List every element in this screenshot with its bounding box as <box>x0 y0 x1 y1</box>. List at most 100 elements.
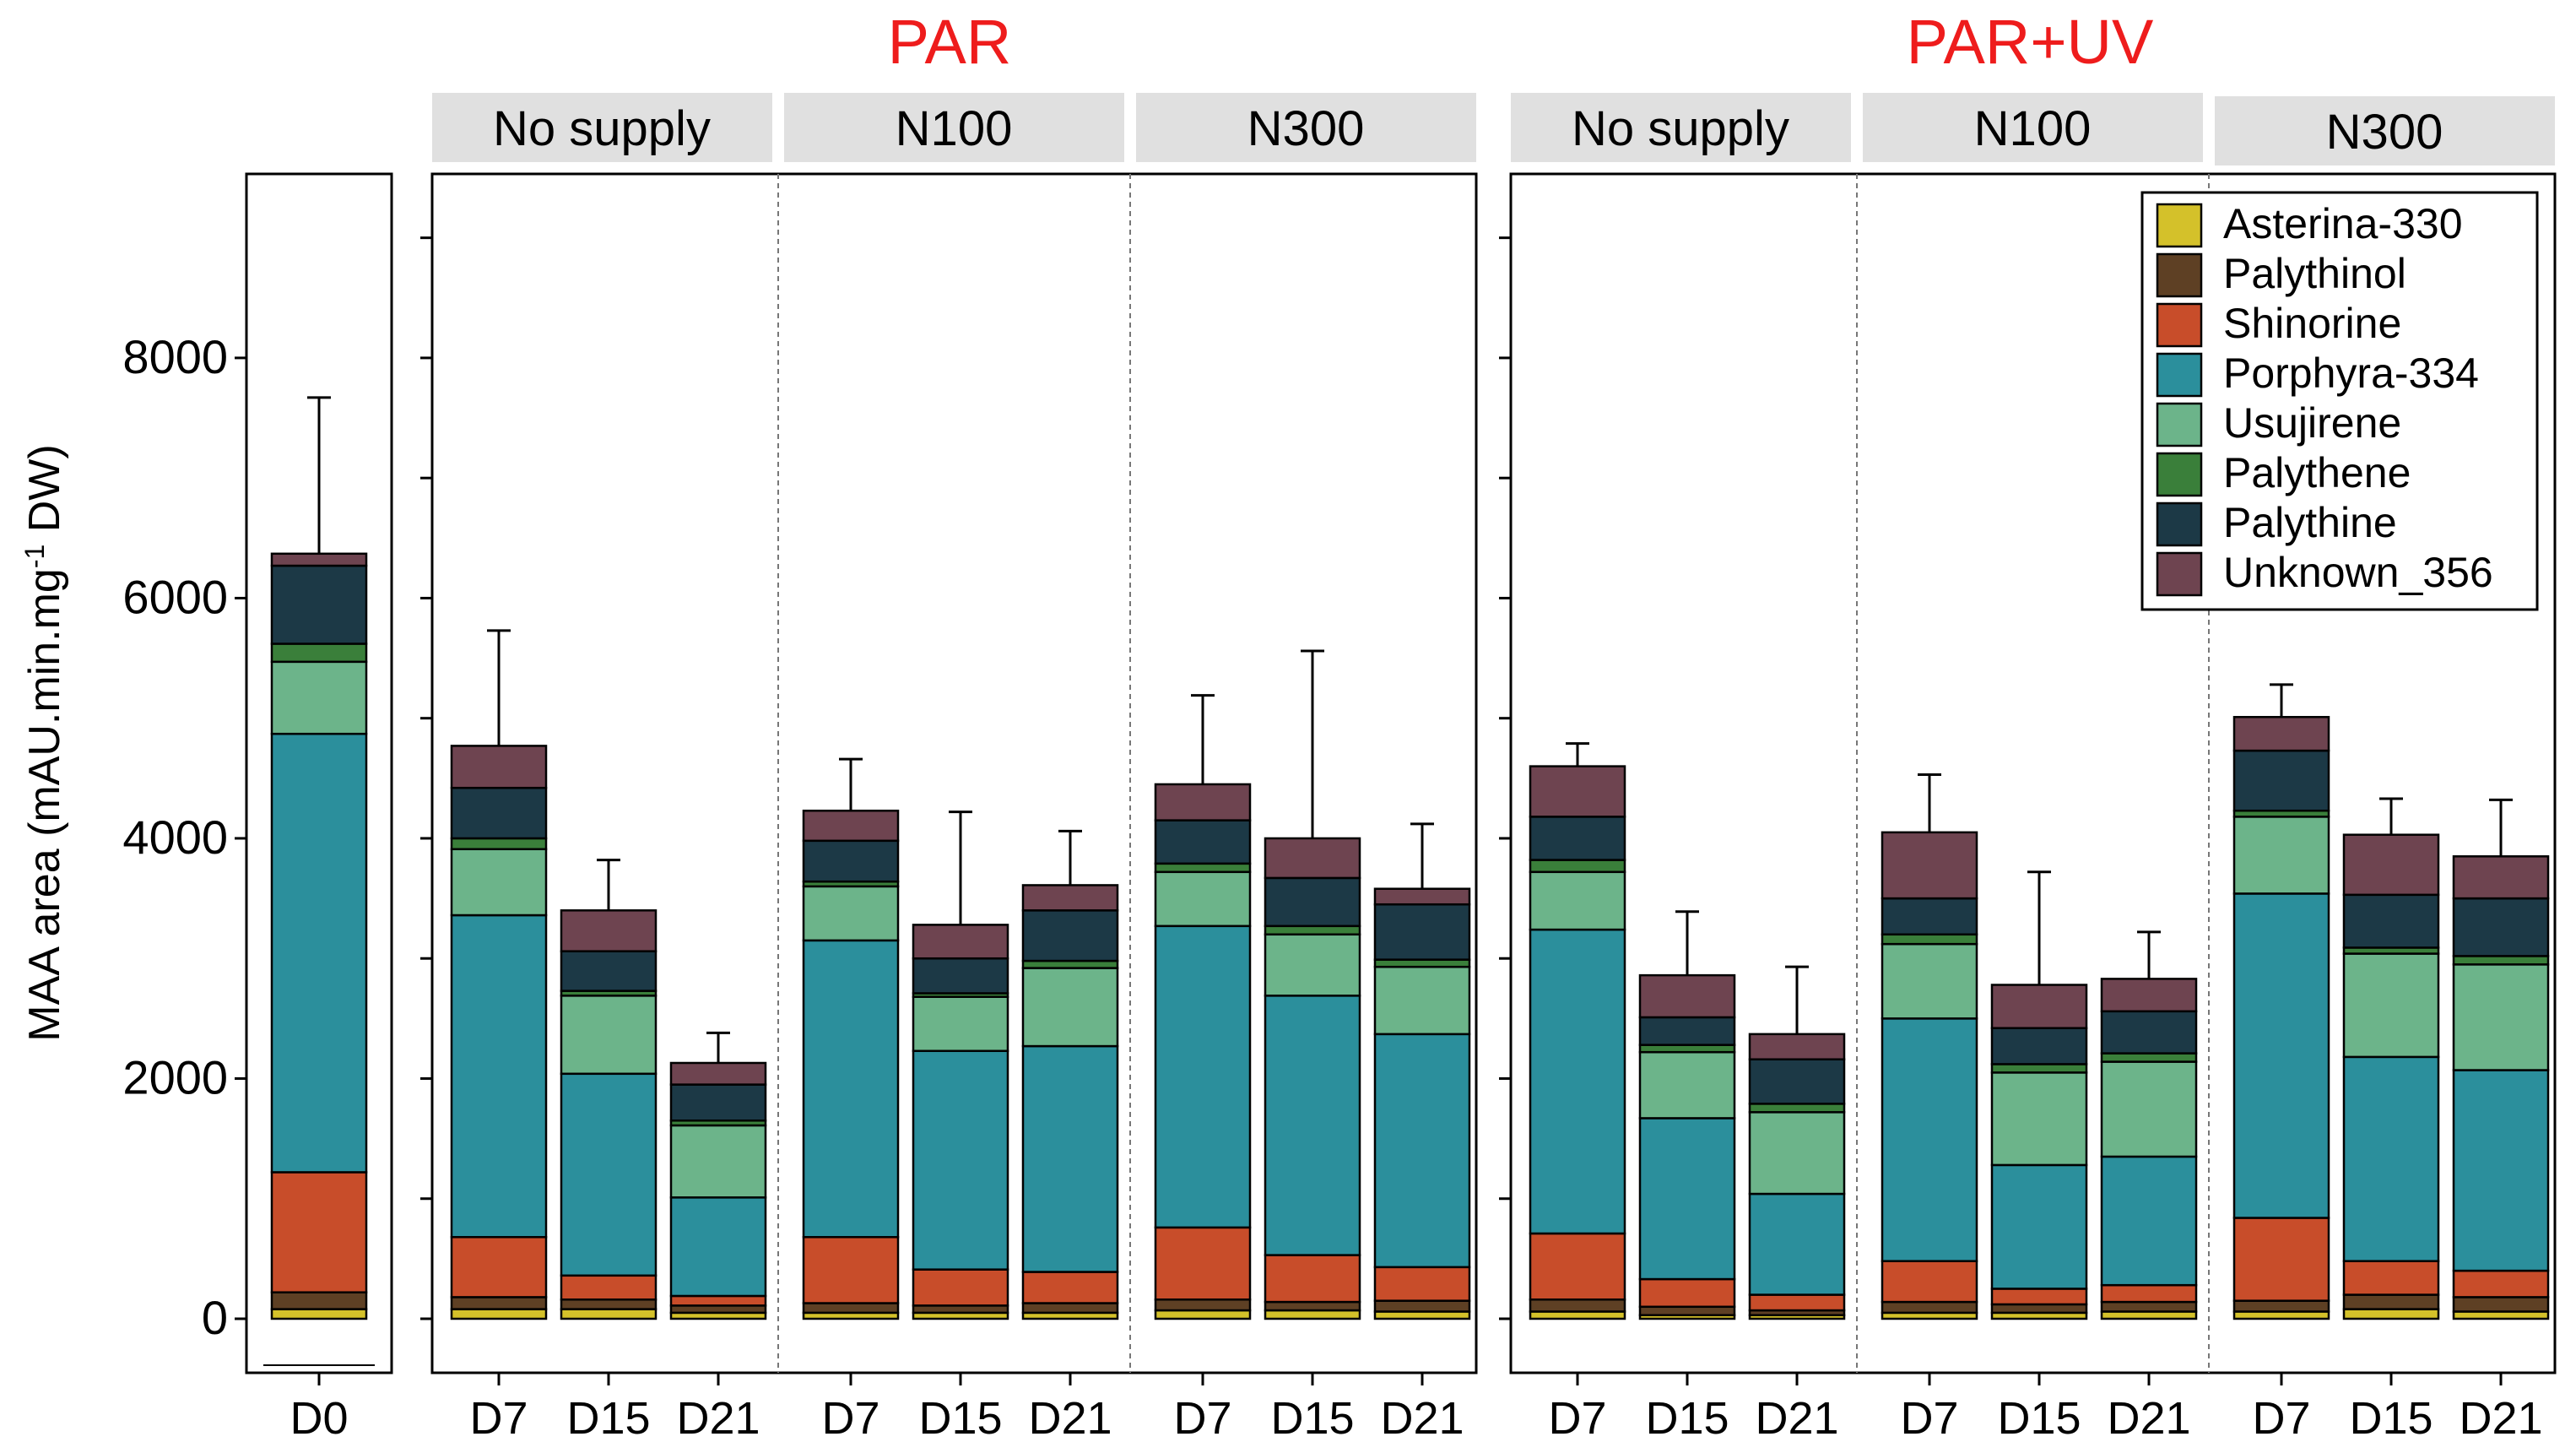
bar-D7-panel-6 <box>2232 683 2330 1320</box>
bar-D21-panel-5 <box>2100 930 2198 1320</box>
bar-segment-palythene <box>450 837 548 851</box>
bar-segment-palythinol <box>2100 1300 2198 1313</box>
bar-D21-panel-6 <box>2452 798 2550 1320</box>
bar-segment-unknown_356 <box>1021 884 1119 912</box>
bar-segment-palythine <box>1881 897 1978 936</box>
legend-label-palythene: Palythene <box>2223 449 2411 496</box>
bar-segment-palythene <box>1748 1103 1846 1114</box>
bar-segment-palythene <box>1881 933 1978 946</box>
legend-swatch-usujirene <box>2156 402 2203 447</box>
bar-segment-palythine <box>2232 749 2330 812</box>
bar-segment-usujirene <box>1638 1050 1736 1120</box>
bar-segment-asterina-330 <box>2232 1310 2330 1320</box>
bar-segment-palythine <box>270 564 368 645</box>
bar-segment-asterina-330 <box>1264 1309 1361 1320</box>
legend: Asterina-330PalythinolShinorinePorphyra-… <box>2140 191 2539 611</box>
x-tick-label-D21: D21 <box>676 1393 760 1444</box>
bar-segment-palythine <box>1990 1027 2088 1065</box>
bar-segment-palythene <box>1264 924 1361 936</box>
strip-label-par-n100: N100 <box>896 101 1013 156</box>
bar-segment-porphyra-334 <box>560 1072 658 1277</box>
bar-D0-panel-0 <box>270 396 368 1320</box>
bar-segment-palythene <box>1154 862 1252 874</box>
bar-D15-panel-3 <box>1264 649 1361 1320</box>
bar-segment-asterina-330 <box>2452 1310 2550 1320</box>
bar-segment-porphyra-334 <box>1748 1192 1846 1296</box>
group-title-par: PAR <box>888 7 1012 77</box>
strip-box-par-no-supply <box>432 93 772 162</box>
bar-segment-palythine <box>802 839 900 883</box>
bar-segment-shinorine <box>1021 1271 1119 1304</box>
bar-segment-unknown_356 <box>2452 855 2550 900</box>
bar-segment-usujirene <box>2232 816 2330 895</box>
bar-segment-unknown_356 <box>912 924 1009 960</box>
y-axis-label-tail: DW) <box>20 444 69 544</box>
group-title-par-uv: PAR+UV <box>1907 7 2154 77</box>
y-tick-label-8000: 8000 <box>122 330 228 383</box>
y-axis-label-superscript: -1 <box>19 545 50 568</box>
bar-segment-shinorine <box>560 1274 658 1301</box>
x-tick-label-D15: D15 <box>1997 1393 2081 1444</box>
x-tick-label-D21: D21 <box>1755 1393 1838 1444</box>
strip-label-par-n300: N300 <box>1247 101 1365 156</box>
y-axis-label: MAA area (mAU.min.mg-1 DW) <box>19 444 69 1041</box>
bar-segment-palythinol <box>1373 1299 1471 1313</box>
bar-segment-unknown_356 <box>2342 833 2440 897</box>
bar-segment-palythinol <box>1529 1298 1626 1313</box>
bar-segment-shinorine <box>1881 1260 1978 1304</box>
bar-segment-unknown_356 <box>1154 783 1252 821</box>
bar-segment-palythene <box>270 642 368 664</box>
bar-segment-unknown_356 <box>669 1061 767 1086</box>
x-tick-label-D21: D21 <box>2459 1393 2542 1444</box>
panel-frame-par-uv <box>1509 172 2557 1374</box>
bar-segment-palythene <box>1990 1063 2088 1074</box>
bar-segment-usujirene <box>2100 1060 2198 1158</box>
legend-swatch-palythine <box>2156 502 2203 547</box>
bar-segment-usujirene <box>1529 870 1626 931</box>
bar-segment-usujirene <box>1154 870 1252 928</box>
bars-layer <box>270 396 2550 1320</box>
bar-segment-porphyra-334 <box>1881 1017 1978 1262</box>
bar-segment-porphyra-334 <box>2342 1055 2440 1262</box>
bar-segment-usujirene <box>669 1124 767 1199</box>
bar-segment-palythene <box>1373 958 1471 968</box>
bar-segment-palythinol <box>669 1304 767 1315</box>
strip-label-paruv-n100: N100 <box>1974 101 2092 156</box>
bar-segment-porphyra-334 <box>1990 1163 2088 1290</box>
bar-segment-usujirene <box>1373 965 1471 1036</box>
bar-segment-shinorine <box>450 1236 548 1298</box>
bar-D21-panel-2 <box>1021 829 1119 1320</box>
x-tick-label-D15: D15 <box>1645 1393 1729 1444</box>
x-tick-label-D7: D7 <box>1548 1393 1606 1444</box>
bar-segment-unknown_356 <box>1373 887 1471 906</box>
x-tick-label-D15: D15 <box>2349 1393 2433 1444</box>
bar-segment-usujirene <box>1748 1111 1846 1195</box>
y-tick-label-0: 0 <box>202 1291 228 1344</box>
bar-segment-palythinol <box>270 1291 368 1310</box>
bar-D21-panel-3 <box>1373 822 1471 1320</box>
bar-segment-porphyra-334 <box>2232 892 2330 1219</box>
bar-segment-palythinol <box>1990 1303 2088 1315</box>
x-tick-label-D7: D7 <box>1900 1393 1958 1444</box>
bar-segment-palythinol <box>2232 1299 2330 1313</box>
bar-segment-asterina-330 <box>2100 1310 2198 1320</box>
legend-label-palythine: Palythine <box>2223 499 2397 546</box>
bar-segment-porphyra-334 <box>1021 1044 1119 1273</box>
bar-segment-shinorine <box>2232 1217 2330 1302</box>
bar-segment-palythinol <box>1154 1298 1252 1312</box>
bar-segment-unknown_356 <box>1529 765 1626 818</box>
legend-label-usujirene: Usujirene <box>2223 399 2401 447</box>
bar-segment-palythene <box>2100 1052 2198 1063</box>
bar-segment-palythinol <box>450 1296 548 1310</box>
bar-segment-shinorine <box>802 1236 900 1304</box>
legend-swatch-palythene <box>2156 452 2203 497</box>
legend-swatch-asterina-330 <box>2156 203 2203 248</box>
bar-segment-shinorine <box>1529 1232 1626 1301</box>
bar-segment-porphyra-334 <box>912 1049 1009 1271</box>
bar-segment-palythine <box>1529 816 1626 861</box>
bar-segment-porphyra-334 <box>802 939 900 1239</box>
bar-segment-unknown_356 <box>270 552 368 567</box>
bar-segment-shinorine <box>2100 1283 2198 1304</box>
y-axis-label-main: MAA area (mAU.min.mg <box>20 568 69 1042</box>
